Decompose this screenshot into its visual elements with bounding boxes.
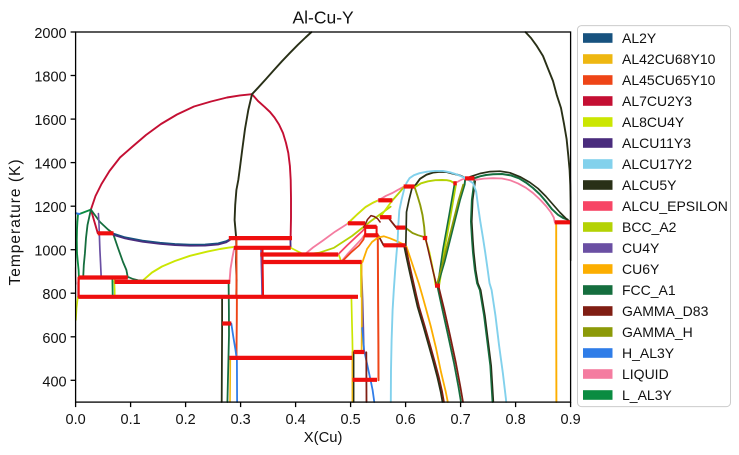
svg-text:AL2Y: AL2Y (622, 30, 657, 46)
svg-text:AL8CU4Y: AL8CU4Y (622, 114, 685, 130)
svg-text:400: 400 (42, 374, 66, 390)
svg-text:H_AL3Y: H_AL3Y (622, 345, 675, 361)
svg-text:ALCU5Y: ALCU5Y (622, 177, 677, 193)
svg-text:0.0: 0.0 (66, 412, 86, 428)
svg-text:0.7: 0.7 (451, 412, 471, 428)
svg-text:1400: 1400 (34, 157, 66, 173)
svg-text:CU4Y: CU4Y (622, 240, 660, 256)
svg-text:AL7CU2Y3: AL7CU2Y3 (622, 93, 692, 109)
svg-text:800: 800 (42, 287, 66, 303)
svg-text:0.8: 0.8 (506, 412, 526, 428)
svg-text:ALCU17Y2: ALCU17Y2 (622, 156, 692, 172)
svg-text:ALCU11Y3: ALCU11Y3 (622, 135, 691, 151)
svg-text:X(Cu): X(Cu) (304, 430, 343, 446)
svg-text:L_AL3Y: L_AL3Y (622, 387, 672, 403)
svg-text:2000: 2000 (34, 26, 66, 42)
svg-text:Temperature (K): Temperature (K) (7, 159, 24, 286)
svg-text:1200: 1200 (34, 200, 66, 216)
svg-text:BCC_A2: BCC_A2 (622, 219, 677, 235)
svg-text:0.6: 0.6 (396, 412, 416, 428)
svg-text:0.4: 0.4 (286, 412, 306, 428)
svg-text:1800: 1800 (34, 70, 66, 86)
svg-text:AL42CU68Y10: AL42CU68Y10 (622, 51, 716, 67)
svg-text:GAMMA_D83: GAMMA_D83 (622, 303, 709, 319)
svg-text:1600: 1600 (34, 113, 66, 129)
svg-text:LIQUID: LIQUID (622, 366, 669, 382)
svg-text:ALCU_EPSILON: ALCU_EPSILON (622, 198, 728, 214)
svg-text:0.5: 0.5 (341, 412, 361, 428)
svg-text:0.2: 0.2 (176, 412, 196, 428)
svg-text:CU6Y: CU6Y (622, 261, 660, 277)
svg-text:GAMMA_H: GAMMA_H (622, 324, 693, 340)
svg-text:Al-Cu-Y: Al-Cu-Y (292, 8, 354, 28)
svg-text:0.1: 0.1 (121, 412, 141, 428)
svg-text:AL45CU65Y10: AL45CU65Y10 (622, 72, 716, 88)
svg-text:600: 600 (42, 331, 66, 347)
svg-text:1000: 1000 (34, 244, 66, 260)
svg-text:0.9: 0.9 (561, 412, 581, 428)
svg-text:0.3: 0.3 (231, 412, 251, 428)
svg-text:FCC_A1: FCC_A1 (622, 282, 676, 298)
